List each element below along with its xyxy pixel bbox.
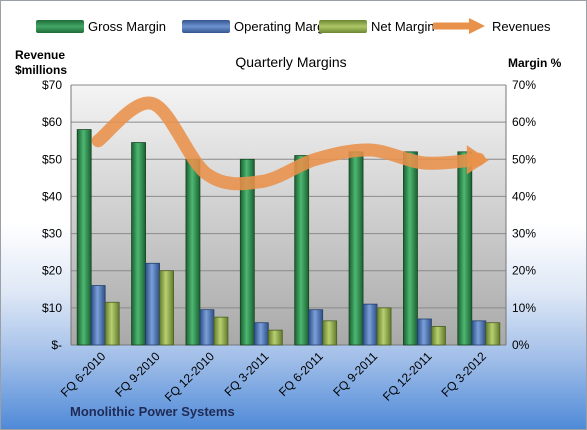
bar-net-margin-fq-9-2011 (376, 307, 392, 346)
right-tick-label: 40% (512, 189, 536, 203)
category-label-fq-6-2011: FQ 6-2011 (276, 349, 326, 399)
bar-operating-margin-fq-3-2012 (471, 320, 487, 346)
bar-operating-margin-fq-9-2010 (145, 262, 160, 346)
bar-gross-margin-fq-12-2011 (403, 151, 418, 346)
bar-gross-margin-fq-3-2011 (239, 158, 255, 346)
bar-operating-margin-fq-9-2011 (362, 303, 378, 346)
legend-label-operating-margin: Operating Margin (234, 18, 335, 34)
right-tick-label: 20% (512, 264, 536, 278)
right-tick-label: 30% (512, 227, 536, 241)
right-tick-label: 50% (512, 152, 536, 166)
category-label-fq-12-2011: FQ 12-2011 (380, 349, 435, 404)
legend-label-revenues: Revenues (492, 18, 551, 34)
bar-net-margin-fq-9-2010 (159, 270, 174, 346)
revenue-arrowhead (466, 145, 489, 175)
category-label-fq-3-2011: FQ 3-2011 (222, 349, 272, 399)
left-tick-label: $30 (42, 227, 62, 241)
left-axis-title-line2: $millions (15, 63, 68, 77)
bar-net-margin-fq-12-2011 (431, 326, 446, 346)
right-axis-title: Margin % (508, 56, 562, 70)
bar-net-margin-fq-3-2011 (267, 329, 283, 346)
revenue-line (91, 96, 486, 191)
right-tick-label: 70% (512, 78, 536, 92)
left-tick-label: $20 (42, 264, 62, 278)
company-name: Monolithic Power Systems (70, 404, 235, 419)
bar-net-margin-fq-6-2011 (322, 320, 338, 346)
bar-operating-margin-fq-6-2011 (308, 309, 324, 346)
left-tick-label: $50 (42, 152, 62, 166)
bar-gross-margin-fq-9-2010 (131, 142, 146, 346)
left-tick-label: $10 (42, 301, 62, 315)
bar-net-margin-fq-12-2010 (213, 316, 229, 346)
legend-item-gross-margin: Gross Margin (36, 16, 166, 36)
category-label-fq-9-2010: FQ 9-2010 (112, 349, 163, 400)
left-tick-label: $- (51, 338, 62, 352)
bar-operating-margin-fq-12-2011 (417, 318, 432, 346)
left-axis-title: Revenue $millions (15, 48, 67, 78)
legend-item-net-margin: Net Margin (319, 16, 435, 36)
legend-item-operating-margin: Operating Margin (182, 16, 334, 36)
legend-swatch-gross-margin (36, 19, 84, 33)
chart-title: Quarterly Margins (235, 54, 347, 70)
bar-operating-margin-fq-12-2010 (199, 309, 215, 346)
bar-gross-margin-fq-3-2012 (457, 151, 473, 346)
bar-gross-margin-fq-12-2010 (185, 158, 201, 346)
legend-swatch-net-margin (319, 19, 367, 33)
category-label-fq-3-2012: FQ 3-2012 (438, 349, 489, 400)
bar-net-margin-fq-6-2010 (104, 301, 120, 346)
left-axis-title-line1: Revenue (15, 48, 66, 62)
right-tick-label: 0% (512, 338, 530, 352)
category-label-fq-12-2010: FQ 12-2010 (162, 349, 217, 404)
bar-gross-margin-fq-6-2011 (294, 155, 310, 346)
legend-label-net-margin: Net Margin (371, 18, 435, 34)
right-tick-label: 60% (512, 115, 536, 129)
bar-net-margin-fq-3-2012 (485, 322, 501, 346)
legend-swatch-revenues (433, 18, 485, 34)
category-label-fq-9-2011: FQ 9-2011 (330, 349, 380, 399)
legend-label-gross-margin: Gross Margin (88, 18, 167, 34)
bar-operating-margin-fq-6-2010 (90, 285, 106, 346)
right-tick-label: 10% (512, 301, 536, 315)
left-tick-label: $60 (42, 115, 62, 129)
left-tick-label: $40 (42, 189, 62, 203)
bar-operating-margin-fq-3-2011 (253, 322, 269, 346)
bar-gross-margin-fq-9-2011 (348, 151, 364, 346)
legend-item-revenues: Revenues (433, 16, 551, 36)
bar-gross-margin-fq-6-2010 (76, 129, 92, 346)
category-label-fq-6-2010: FQ 6-2010 (58, 349, 109, 400)
left-tick-label: $70 (42, 78, 62, 92)
legend-swatch-operating-margin (182, 19, 230, 33)
